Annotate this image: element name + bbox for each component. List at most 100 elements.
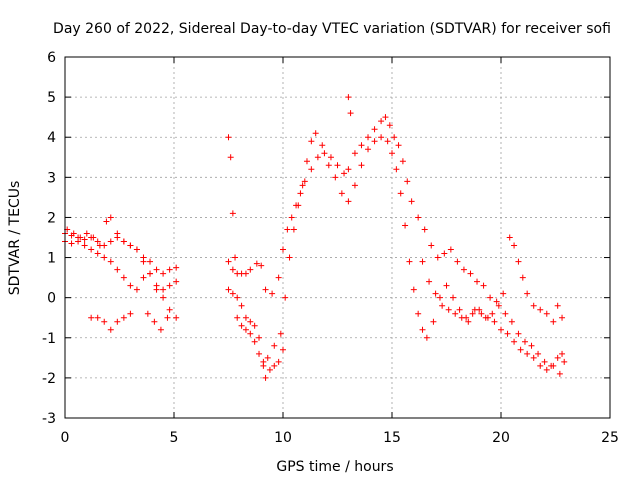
data-point bbox=[173, 314, 180, 321]
y-tick-label: -1 bbox=[42, 331, 56, 347]
data-point bbox=[133, 246, 140, 253]
data-point bbox=[511, 242, 518, 249]
data-point bbox=[262, 286, 269, 293]
data-point bbox=[284, 226, 291, 233]
data-point bbox=[465, 318, 472, 325]
data-point bbox=[541, 358, 548, 365]
data-point bbox=[290, 226, 297, 233]
data-point bbox=[443, 282, 450, 289]
data-point bbox=[238, 302, 245, 309]
data-point bbox=[83, 230, 90, 237]
data-point bbox=[415, 214, 422, 221]
data-point bbox=[96, 242, 103, 249]
data-point bbox=[517, 346, 524, 353]
data-point bbox=[88, 246, 95, 253]
data-point bbox=[144, 310, 151, 317]
data-point bbox=[543, 366, 550, 373]
x-tick-label: 25 bbox=[601, 430, 619, 446]
data-point bbox=[103, 218, 110, 225]
data-point bbox=[280, 246, 286, 253]
data-point bbox=[242, 326, 249, 333]
data-point bbox=[173, 264, 180, 271]
data-point bbox=[282, 294, 289, 301]
data-point bbox=[487, 294, 494, 301]
data-point bbox=[421, 226, 428, 233]
y-tick-label: 4 bbox=[47, 130, 56, 146]
data-point bbox=[90, 234, 97, 241]
data-point bbox=[262, 374, 269, 381]
data-point bbox=[415, 310, 422, 317]
data-point bbox=[561, 358, 568, 365]
data-point bbox=[371, 138, 378, 145]
data-point bbox=[173, 278, 180, 285]
data-point bbox=[70, 230, 77, 237]
data-point bbox=[430, 318, 437, 325]
data-point bbox=[256, 334, 263, 341]
data-point bbox=[371, 126, 378, 133]
data-point bbox=[258, 262, 265, 269]
data-point bbox=[393, 166, 400, 173]
x-tick-label: 10 bbox=[274, 430, 292, 446]
data-point bbox=[450, 294, 457, 301]
x-tick-labels: 0 5 10 15 20 25 bbox=[61, 430, 619, 446]
data-point bbox=[338, 190, 345, 197]
data-point bbox=[428, 242, 435, 249]
data-point bbox=[498, 326, 504, 333]
data-point bbox=[301, 178, 308, 185]
data-point bbox=[297, 190, 304, 197]
data-point bbox=[402, 222, 409, 229]
data-point bbox=[164, 314, 171, 321]
data-point bbox=[445, 306, 452, 313]
data-point bbox=[559, 350, 566, 357]
data-point bbox=[88, 314, 95, 321]
data-point bbox=[75, 238, 82, 245]
data-point bbox=[515, 258, 522, 265]
data-point bbox=[260, 362, 267, 369]
data-point bbox=[404, 178, 411, 185]
data-point bbox=[500, 290, 507, 297]
data-point bbox=[395, 142, 402, 149]
data-point bbox=[550, 362, 557, 369]
data-point bbox=[524, 350, 531, 357]
data-point bbox=[266, 366, 273, 373]
data-point bbox=[81, 242, 88, 249]
data-point bbox=[458, 314, 465, 321]
data-point bbox=[358, 162, 365, 169]
data-point bbox=[120, 274, 127, 281]
data-point bbox=[153, 266, 160, 273]
data-point bbox=[332, 174, 339, 181]
data-point bbox=[550, 318, 557, 325]
data-point bbox=[227, 154, 234, 161]
data-point bbox=[275, 358, 282, 365]
data-point bbox=[225, 134, 232, 141]
data-point bbox=[107, 258, 114, 265]
data-point bbox=[277, 330, 284, 337]
data-point bbox=[107, 326, 114, 333]
data-point bbox=[225, 258, 232, 265]
x-axis-label: GPS time / hours bbox=[276, 459, 393, 475]
data-point bbox=[484, 314, 491, 321]
data-point bbox=[426, 278, 433, 285]
data-point bbox=[530, 302, 537, 309]
data-point bbox=[469, 310, 476, 317]
data-point bbox=[423, 334, 430, 341]
data-point bbox=[419, 326, 426, 333]
data-point bbox=[147, 258, 154, 265]
data-point bbox=[232, 254, 239, 261]
data-point bbox=[554, 302, 561, 309]
data-point bbox=[452, 310, 459, 317]
data-point bbox=[384, 138, 391, 145]
data-point bbox=[419, 258, 426, 265]
data-point bbox=[242, 270, 249, 277]
data-point bbox=[543, 310, 550, 317]
data-point bbox=[351, 150, 358, 157]
data-point bbox=[325, 162, 332, 169]
data-point bbox=[319, 142, 326, 149]
data-point bbox=[434, 254, 441, 261]
data-point bbox=[524, 290, 531, 297]
data-point bbox=[480, 282, 487, 289]
data-point bbox=[229, 210, 236, 217]
data-point bbox=[399, 158, 406, 165]
data-point bbox=[133, 286, 140, 293]
